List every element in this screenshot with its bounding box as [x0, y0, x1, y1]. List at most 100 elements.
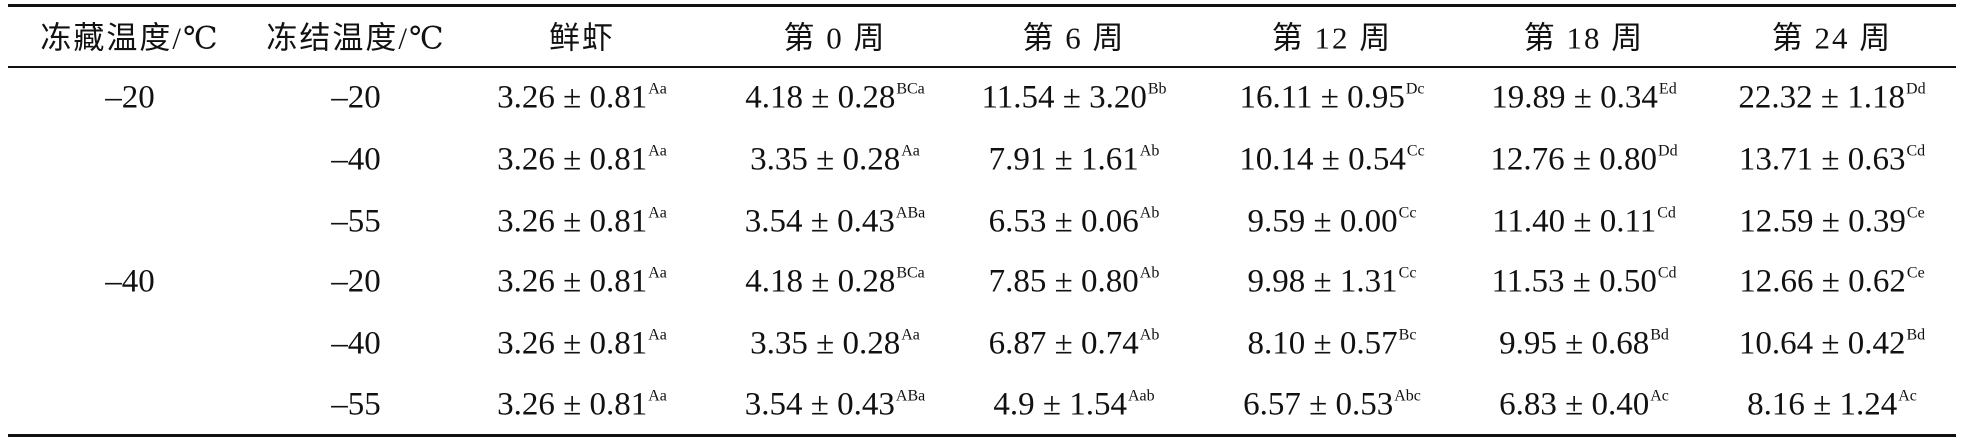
significance: Ab	[1139, 326, 1160, 344]
freeze-temp: –20	[331, 263, 381, 300]
value: 3.26 ± 0.81	[497, 79, 648, 116]
data-cell: 3.54 ± 0.43ABa	[745, 204, 925, 241]
significance: Aab	[1127, 387, 1155, 405]
data-cell: 8.16 ± 1.24Ac	[1747, 387, 1917, 424]
data-cell: 22.32 ± 1.18Dd	[1738, 80, 1925, 117]
value: 8.10 ± 0.57	[1247, 325, 1398, 362]
data-cell: 12.66 ± 0.62Ce	[1739, 264, 1924, 301]
significance: Ce	[1906, 264, 1925, 282]
data-cell: 11.53 ± 0.50Cd	[1491, 264, 1676, 301]
value: 3.26 ± 0.81	[497, 263, 648, 300]
value: 11.40 ± 0.11	[1492, 203, 1657, 240]
significance: Cc	[1398, 204, 1417, 222]
header-cell: 冻藏温度/℃	[40, 20, 220, 56]
significance: Aa	[648, 142, 667, 160]
data-cell: 10.64 ± 0.42Bd	[1739, 326, 1925, 363]
significance: ABa	[895, 387, 926, 405]
significance: Aa	[648, 204, 667, 222]
value: 4.18 ± 0.28	[745, 263, 896, 300]
significance: Aa	[648, 264, 667, 282]
data-cell: 3.26 ± 0.81Aa	[497, 204, 667, 241]
data-cell: 6.83 ± 0.40Ac	[1499, 387, 1669, 424]
freeze-temp: –40	[331, 141, 381, 178]
value: 8.16 ± 1.24	[1747, 386, 1898, 423]
significance: Ed	[1658, 80, 1677, 98]
value: 3.26 ± 0.81	[497, 325, 648, 362]
significance: Bd	[1650, 326, 1669, 344]
data-cell: 6.53 ± 0.06Ab	[989, 204, 1160, 241]
value: 13.71 ± 0.63	[1738, 141, 1906, 178]
top-rule	[8, 4, 1956, 7]
value: 12.76 ± 0.80	[1490, 141, 1658, 178]
significance: ABa	[895, 204, 926, 222]
value: 11.53 ± 0.50	[1491, 263, 1657, 300]
data-cell: 11.40 ± 0.11Cd	[1492, 204, 1676, 241]
header-cell: 第 18 周	[1523, 20, 1645, 56]
data-cell: 9.95 ± 0.68Bd	[1499, 326, 1669, 363]
significance: Aa	[901, 142, 920, 160]
significance: Dc	[1405, 80, 1425, 98]
data-cell: 9.98 ± 1.31Cc	[1248, 264, 1417, 301]
value: 11.54 ± 3.20	[981, 79, 1147, 116]
data-cell: 12.76 ± 0.80Dd	[1490, 142, 1677, 179]
significance: Cc	[1398, 264, 1417, 282]
freeze-temp: –40	[331, 325, 381, 362]
data-cell: 4.18 ± 0.28BCa	[745, 80, 925, 117]
significance: Cd	[1657, 264, 1677, 282]
data-cell: 4.18 ± 0.28BCa	[745, 264, 925, 301]
header-cell: 冻结温度/℃	[266, 20, 446, 56]
value: 12.66 ± 0.62	[1739, 263, 1906, 300]
significance: Ab	[1139, 142, 1160, 160]
value: 9.98 ± 1.31	[1247, 263, 1398, 300]
significance: Bd	[1906, 326, 1926, 344]
data-cell: 4.9 ± 1.54Aab	[993, 387, 1154, 424]
value: 4.18 ± 0.28	[745, 79, 896, 116]
data-cell: 7.91 ± 1.61Ab	[989, 142, 1160, 179]
significance: Abc	[1394, 387, 1421, 405]
data-cell: 9.59 ± 0.00Cc	[1248, 204, 1417, 241]
storage-temp: –20	[105, 79, 155, 116]
significance: Ab	[1139, 204, 1160, 222]
value: 4.9 ± 1.54	[993, 386, 1127, 423]
value: 10.64 ± 0.42	[1738, 325, 1906, 362]
value: 10.14 ± 0.54	[1239, 141, 1406, 178]
header-cell: 第 0 周	[783, 20, 887, 56]
header-cell: 第 12 周	[1271, 20, 1393, 56]
value: 19.89 ± 0.34	[1491, 79, 1658, 116]
significance: Aa	[648, 326, 667, 344]
significance: BCa	[896, 264, 925, 282]
data-cell: 6.57 ± 0.53Abc	[1243, 387, 1421, 424]
data-cell: 3.35 ± 0.28Aa	[750, 142, 920, 179]
significance: Ce	[1906, 204, 1925, 222]
value: 22.32 ± 1.18	[1738, 79, 1906, 116]
significance: Bb	[1147, 80, 1167, 98]
significance: Dd	[1658, 142, 1678, 160]
value: 3.54 ± 0.43	[744, 203, 895, 240]
data-cell: 3.26 ± 0.81Aa	[497, 387, 667, 424]
data-cell: 3.26 ± 0.81Aa	[497, 326, 667, 363]
data-cell: 12.59 ± 0.39Ce	[1739, 204, 1924, 241]
value: 9.59 ± 0.00	[1247, 203, 1398, 240]
value: 6.57 ± 0.53	[1243, 386, 1394, 423]
data-cell: 3.35 ± 0.28Aa	[750, 326, 920, 363]
header-cell: 第 6 周	[1022, 20, 1126, 56]
significance: Cd	[1657, 204, 1676, 222]
freeze-temp: –55	[331, 386, 381, 423]
data-cell: 3.26 ± 0.81Aa	[497, 80, 667, 117]
value: 9.95 ± 0.68	[1499, 325, 1650, 362]
value: 6.83 ± 0.40	[1499, 386, 1650, 423]
data-cell: 16.11 ± 0.95Dc	[1239, 80, 1424, 117]
data-cell: 3.26 ± 0.81Aa	[497, 264, 667, 301]
value: 7.91 ± 1.61	[988, 141, 1139, 178]
data-cell: 3.26 ± 0.81Aa	[497, 142, 667, 179]
value: 3.26 ± 0.81	[497, 386, 648, 423]
data-cell: 10.14 ± 0.54Cc	[1239, 142, 1424, 179]
significance: Cc	[1406, 142, 1425, 160]
header-rule	[8, 66, 1956, 68]
significance: Dd	[1906, 80, 1926, 98]
data-cell: 11.54 ± 3.20Bb	[981, 80, 1166, 117]
significance: Aa	[648, 80, 667, 98]
freeze-temp: –20	[331, 79, 381, 116]
significance: Bc	[1398, 326, 1417, 344]
value: 3.35 ± 0.28	[750, 325, 901, 362]
